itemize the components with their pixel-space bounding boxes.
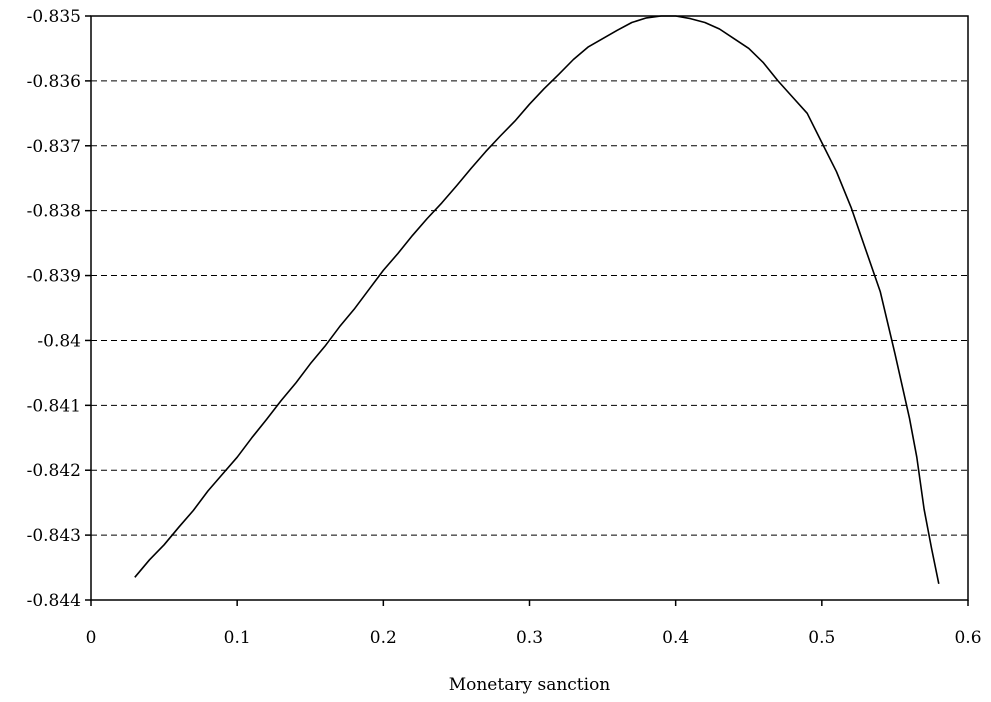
y-tick-label: -0.842	[27, 461, 81, 481]
series-layer	[134, 15, 940, 584]
x-tick-label: 0.5	[808, 628, 835, 648]
y-tick-label: -0.837	[27, 137, 81, 157]
series-line	[134, 15, 940, 584]
y-tick-label: -0.839	[27, 267, 81, 287]
y-tick-label: -0.841	[27, 396, 81, 416]
y-tick-label: -0.835	[27, 7, 81, 27]
plot-area-frame	[90, 15, 969, 601]
y-tick-label: -0.84	[37, 331, 81, 351]
y-tick-label: -0.838	[27, 202, 81, 222]
gridlines	[91, 80, 968, 536]
x-tick-label: 0.2	[370, 628, 397, 648]
x-tick-label: 0.1	[224, 628, 251, 648]
x-tick-label: 0.4	[662, 628, 689, 648]
x-tick-label: 0.3	[516, 628, 543, 648]
x-tick-label: 0.6	[954, 628, 981, 648]
y-tick-label: -0.843	[27, 526, 81, 546]
y-tick-label: -0.844	[27, 591, 81, 611]
y-tick-label: -0.836	[27, 72, 81, 92]
x-axis-title: Monetary sanction	[449, 675, 611, 695]
y-axis: -0.835 -0.836 -0.837 -0.838 -0.839 -0.84 -0.84…	[27, 7, 91, 611]
x-axis: 0 0.1 0.2 0.3 0.4 0.5 0.6	[86, 600, 982, 648]
x-tick-label: 0	[86, 628, 97, 648]
